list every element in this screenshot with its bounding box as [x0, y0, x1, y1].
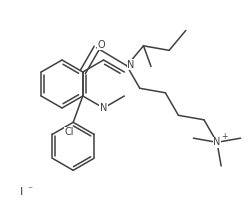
Text: +: +: [220, 132, 226, 141]
Text: Cl: Cl: [64, 127, 74, 137]
Text: N: N: [100, 103, 107, 113]
Text: I: I: [20, 187, 23, 197]
Text: ⁻: ⁻: [27, 185, 33, 195]
Text: N: N: [127, 60, 134, 70]
Text: N: N: [212, 137, 220, 147]
Text: O: O: [98, 40, 105, 50]
